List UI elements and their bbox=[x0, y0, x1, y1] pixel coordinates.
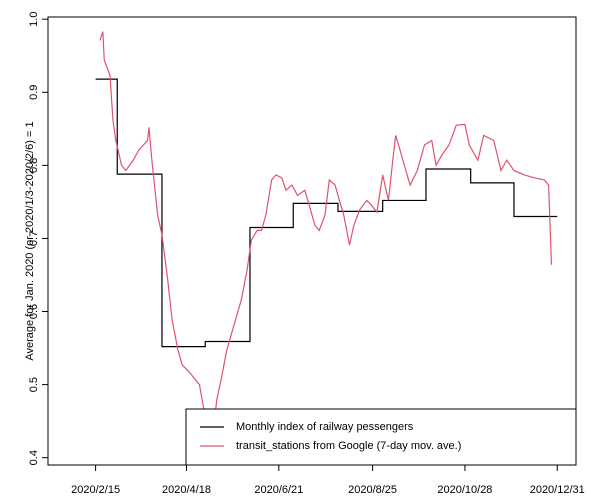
y-tick-label: 0.5 bbox=[28, 377, 40, 392]
x-tick-label: 2020/6/21 bbox=[254, 484, 303, 496]
x-tick-label: 2020/12/31 bbox=[530, 484, 585, 496]
x-tick-label: 2020/8/25 bbox=[348, 484, 397, 496]
series-line bbox=[95, 78, 558, 348]
y-tick-label: 0.8 bbox=[28, 158, 40, 173]
legend-label: transit_stations from Google (7-day mov.… bbox=[236, 440, 461, 452]
y-axis-label: Average for Jan. 2020 (or 2020/1/3-2020/… bbox=[24, 121, 36, 360]
x-tick-label: 2020/10/28 bbox=[437, 484, 492, 496]
legend-label: Monthly index of railway pessengers bbox=[236, 421, 414, 433]
y-tick-label: 1.0 bbox=[28, 12, 40, 27]
x-tick-label: 2020/2/15 bbox=[71, 484, 120, 496]
series-line bbox=[99, 31, 553, 442]
y-tick-label: 0.7 bbox=[28, 231, 40, 246]
legend-box bbox=[185, 408, 577, 466]
plot-box bbox=[47, 16, 577, 466]
y-tick-label: 0.4 bbox=[28, 450, 40, 465]
y-tick-label: 0.6 bbox=[28, 304, 40, 319]
x-tick-label: 2020/4/18 bbox=[162, 484, 211, 496]
y-tick-label: 0.9 bbox=[28, 85, 40, 100]
